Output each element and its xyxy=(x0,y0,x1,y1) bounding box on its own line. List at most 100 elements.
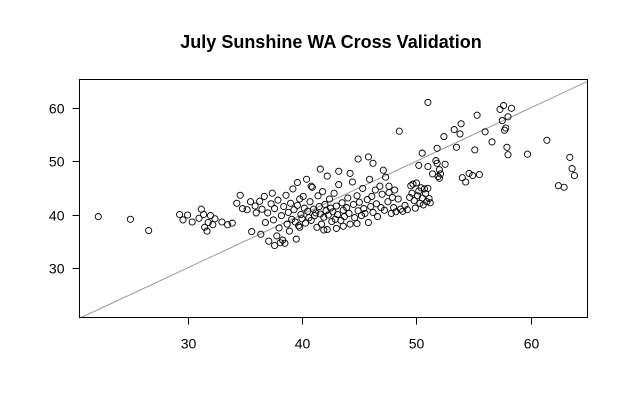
data-point xyxy=(264,209,272,217)
data-point xyxy=(346,169,354,177)
data-point xyxy=(345,209,353,217)
data-point xyxy=(349,200,358,208)
data-point xyxy=(301,219,310,227)
data-point xyxy=(395,127,403,135)
data-point xyxy=(570,171,578,180)
data-point xyxy=(261,218,269,227)
data-point xyxy=(390,204,398,212)
data-point xyxy=(218,218,226,226)
data-point xyxy=(481,128,489,136)
data-point xyxy=(211,215,219,223)
data-point xyxy=(357,212,366,220)
data-point xyxy=(412,179,421,187)
data-point xyxy=(271,241,279,250)
data-point xyxy=(384,198,392,206)
data-point xyxy=(252,209,260,217)
data-point xyxy=(503,143,511,151)
data-point xyxy=(323,172,331,180)
data-point xyxy=(314,192,322,200)
data-point xyxy=(499,102,508,110)
data-point xyxy=(354,155,362,163)
data-point xyxy=(496,105,504,113)
data-point xyxy=(184,211,192,219)
data-point xyxy=(313,223,321,231)
data-point xyxy=(566,153,574,161)
data-point xyxy=(469,171,477,180)
data-point xyxy=(554,182,562,190)
data-point xyxy=(323,225,331,234)
data-point xyxy=(308,183,316,191)
data-point xyxy=(269,216,277,224)
data-point xyxy=(251,202,259,210)
data-point xyxy=(296,223,304,231)
data-point xyxy=(330,189,338,197)
data-point xyxy=(440,133,448,141)
data-point xyxy=(364,218,372,227)
data-point xyxy=(436,170,445,178)
data-point xyxy=(351,214,359,222)
data-point xyxy=(355,198,363,206)
data-point xyxy=(335,167,343,175)
data-point xyxy=(206,212,215,220)
data-point xyxy=(320,226,328,234)
data-point xyxy=(374,213,382,221)
data-point xyxy=(282,191,290,199)
data-point xyxy=(332,202,340,210)
data-point xyxy=(179,216,187,224)
data-point xyxy=(560,183,568,191)
identity-reference-line xyxy=(82,81,588,318)
data-point xyxy=(289,185,297,193)
plot-frame xyxy=(79,79,588,318)
y-tick-label: 50 xyxy=(49,154,65,170)
data-point xyxy=(417,184,425,192)
data-point xyxy=(379,166,387,174)
data-point xyxy=(307,182,315,190)
data-point xyxy=(280,202,288,211)
data-points xyxy=(94,98,578,250)
data-point xyxy=(319,188,327,196)
data-point xyxy=(312,209,320,217)
data-point xyxy=(424,184,432,192)
data-point xyxy=(238,205,247,213)
data-point xyxy=(317,220,326,228)
data-point xyxy=(299,192,307,200)
data-point xyxy=(267,200,275,208)
data-point xyxy=(94,213,102,221)
data-point xyxy=(424,98,432,106)
data-point xyxy=(248,228,256,236)
data-point xyxy=(369,208,377,216)
data-point xyxy=(320,213,328,221)
data-point xyxy=(236,191,244,199)
y-tick-label: 30 xyxy=(49,261,65,277)
data-point xyxy=(382,173,390,181)
data-point xyxy=(346,220,354,228)
data-point xyxy=(543,136,551,144)
data-point xyxy=(363,196,371,204)
data-point xyxy=(568,165,576,173)
data-point xyxy=(201,223,209,231)
y-tick-label: 60 xyxy=(49,101,65,117)
data-point xyxy=(502,124,510,132)
data-point xyxy=(507,104,516,112)
data-point xyxy=(408,189,416,197)
data-point xyxy=(353,192,361,200)
data-point xyxy=(367,202,375,211)
x-tick-label: 30 xyxy=(181,336,197,352)
data-point xyxy=(303,175,311,183)
data-point xyxy=(283,220,291,228)
data-point xyxy=(335,181,343,189)
data-point xyxy=(403,206,411,214)
data-point xyxy=(406,193,414,201)
data-point xyxy=(293,201,301,209)
data-point xyxy=(433,144,441,152)
data-point xyxy=(504,113,512,121)
data-point xyxy=(246,198,255,206)
data-point xyxy=(271,205,279,213)
data-point xyxy=(411,204,419,212)
data-point xyxy=(224,221,232,229)
chart-title: July Sunshine WA Cross Validation xyxy=(180,32,481,52)
data-point xyxy=(340,213,348,221)
data-point xyxy=(426,199,434,207)
data-point xyxy=(274,196,282,204)
